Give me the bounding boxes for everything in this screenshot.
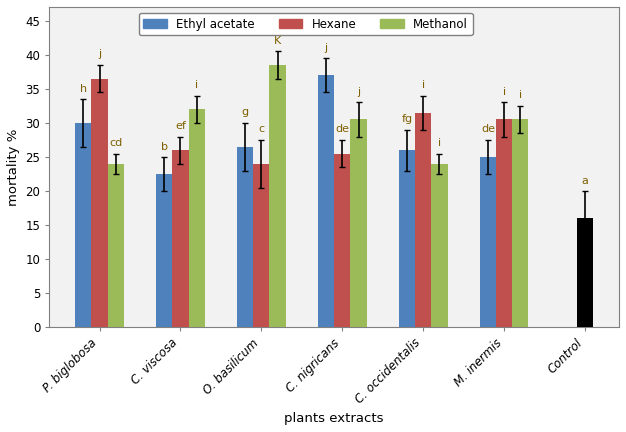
Text: j: j — [324, 43, 327, 53]
Bar — [318, 75, 334, 327]
Bar — [156, 174, 172, 327]
Text: h: h — [80, 83, 87, 94]
Bar — [480, 157, 496, 327]
Bar — [496, 120, 512, 327]
Text: de: de — [481, 124, 495, 134]
Bar — [399, 150, 415, 327]
X-axis label: plants extracts: plants extracts — [284, 412, 384, 425]
Bar — [108, 164, 124, 327]
Text: cd: cd — [109, 138, 122, 148]
Text: fg: fg — [401, 114, 413, 124]
Bar — [75, 123, 91, 327]
Bar — [334, 153, 351, 327]
Text: g: g — [242, 108, 249, 118]
Bar — [351, 120, 367, 327]
Bar — [91, 79, 108, 327]
Bar — [237, 147, 254, 327]
Text: de: de — [336, 124, 349, 134]
Bar — [188, 109, 205, 327]
Bar — [254, 164, 270, 327]
Bar — [577, 218, 593, 327]
Bar — [172, 150, 188, 327]
Text: i: i — [438, 138, 441, 148]
Text: i: i — [503, 87, 506, 97]
Bar — [415, 113, 431, 327]
Text: j: j — [98, 49, 101, 60]
Text: i: i — [519, 90, 522, 100]
Y-axis label: mortality %: mortality % — [7, 128, 20, 206]
Legend: Ethyl acetate, Hexane, Methanol: Ethyl acetate, Hexane, Methanol — [139, 13, 473, 35]
Text: K: K — [274, 36, 281, 46]
Text: j: j — [357, 87, 360, 97]
Bar — [431, 164, 448, 327]
Text: a: a — [582, 176, 588, 186]
Text: b: b — [161, 142, 168, 152]
Text: c: c — [259, 124, 264, 134]
Text: i: i — [195, 80, 198, 90]
Bar — [270, 65, 285, 327]
Bar — [512, 120, 528, 327]
Text: i: i — [422, 80, 425, 90]
Text: ef: ef — [175, 121, 186, 131]
